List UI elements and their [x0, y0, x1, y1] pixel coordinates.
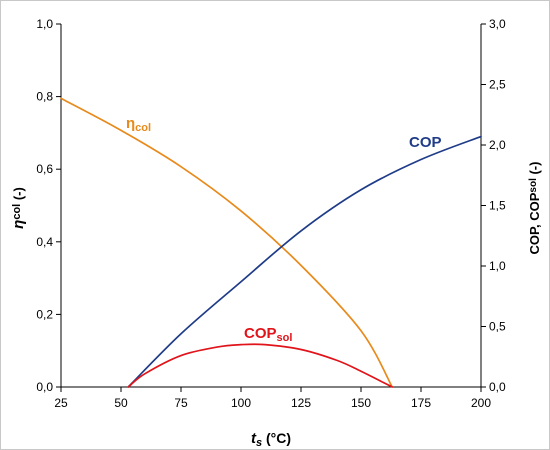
- x-axis-title: ts (°C): [251, 430, 291, 449]
- left-y-axis-ticks: 0,0 0,2 0,4 0,6 0,8 1,0: [36, 17, 61, 394]
- right-y-tick-label: 2,0: [489, 138, 506, 152]
- series-line-cop-sol: [127, 343, 394, 388]
- left-y-tick-label: 0,8: [36, 90, 53, 104]
- series-line-cop: [127, 135, 482, 388]
- x-tick-label: 50: [114, 396, 128, 410]
- x-tick-label: 200: [471, 396, 491, 410]
- x-tick-label: 175: [411, 396, 431, 410]
- series-label-cop-sol: COPsol: [244, 325, 292, 344]
- left-y-tick-label: 0,0: [36, 380, 53, 394]
- series-label-eta-col: ηcol: [126, 115, 151, 134]
- right-y-tick-label: 2,5: [489, 78, 506, 92]
- left-y-tick-label: 0,2: [36, 307, 53, 321]
- x-tick-label: 25: [54, 396, 68, 410]
- right-y-tick-label: 1,5: [489, 199, 506, 213]
- right-y-tick-label: 0,0: [489, 380, 506, 394]
- x-axis-ticks: 25 50 75 100 125 150 175 200: [54, 387, 491, 410]
- right-y-tick-label: 3,0: [489, 17, 506, 31]
- left-y-tick-label: 0,6: [36, 162, 53, 176]
- x-tick-label: 75: [174, 396, 188, 410]
- x-tick-label: 125: [291, 396, 311, 410]
- x-tick-label: 100: [231, 396, 251, 410]
- right-y-tick-label: 1,0: [489, 259, 506, 273]
- left-y-tick-label: 1,0: [36, 17, 53, 31]
- x-tick-label: 150: [351, 396, 371, 410]
- left-y-axis-title: ηcol (-): [10, 187, 27, 229]
- right-y-axis-title: COP, COPsol (-): [527, 162, 542, 255]
- left-y-tick-label: 0,4: [36, 235, 53, 249]
- series-label-cop: COP: [409, 134, 442, 151]
- right-y-tick-label: 0,5: [489, 320, 506, 334]
- series-line-eta-col: [60, 97, 394, 388]
- right-y-axis-ticks: 0,0 0,5 1,0 1,5 2,0 2,5 3,0: [481, 17, 506, 394]
- series-lines: [60, 97, 482, 388]
